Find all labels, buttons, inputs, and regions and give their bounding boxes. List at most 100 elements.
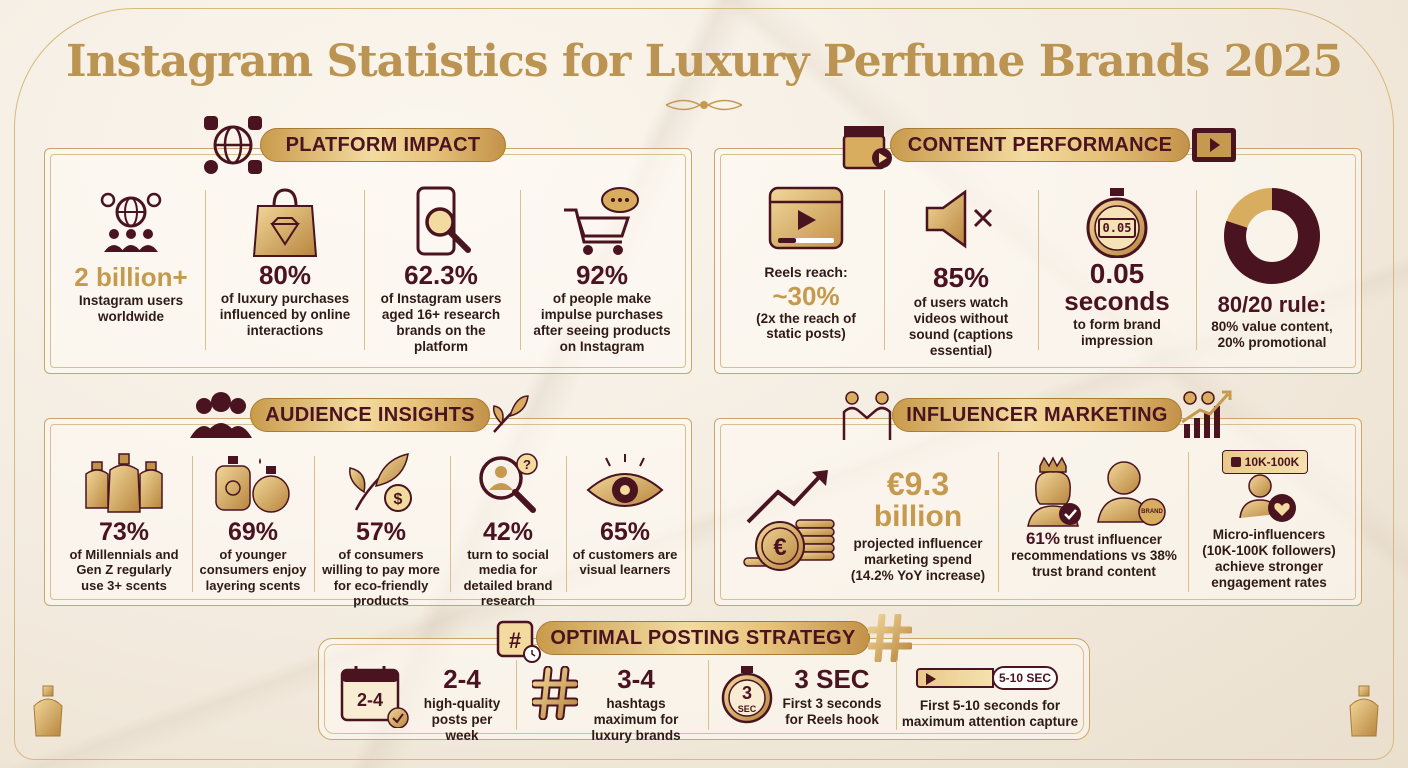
perfume-bottle-left-icon	[30, 684, 66, 740]
audience-item-layering: 69% of younger consumers enjoy layering …	[194, 452, 312, 593]
mute-icon	[921, 186, 1001, 252]
audience-insights-banner: AUDIENCE INSIGHTS	[250, 398, 490, 432]
hashtag-icon	[532, 666, 578, 720]
audience-insights-panel	[44, 418, 692, 606]
posting-item-attention: First 5-10 seconds for maximum attention…	[900, 698, 1080, 730]
ornamental-frame	[14, 8, 1394, 760]
page-title: Instagram Statistics for Luxury Perfume …	[66, 36, 1343, 87]
platform-impulse-value: 92%	[575, 260, 629, 290]
leaf-coin-icon: $	[346, 452, 416, 514]
content-rule-value: 80/20 rule:	[1217, 292, 1327, 317]
posting-strategy-banner: OPTIMAL POSTING STRATEGY	[536, 621, 870, 655]
posting-frequency-value: 2-4	[443, 664, 481, 694]
audience-scents-value: 73%	[98, 518, 150, 546]
platform-impact-panel	[44, 148, 692, 374]
micro-influencer-heart-icon	[1236, 474, 1306, 524]
calendar-icon-text: 2-4	[356, 690, 383, 710]
stopwatch-timer-text: 0.05	[1102, 221, 1132, 235]
content-impression-value: 0.05	[1089, 258, 1145, 289]
eye-icon	[586, 452, 664, 514]
audience-item-visual: 65% of customers are visual learners	[568, 452, 682, 578]
content-reels-label: Reels reach:	[764, 264, 848, 280]
platform-research-desc: of Instagram users aged 16+ research bra…	[380, 291, 502, 354]
perfume-bottles-icon	[82, 452, 166, 514]
micro-badge-text: 10K-100K	[1244, 455, 1300, 469]
large-hashtag-icon	[868, 614, 912, 662]
influencer-spend: €9.3 billion projected influencer market…	[844, 468, 992, 584]
audience-scents-desc: of Millennials and Gen Z regularly use 3…	[69, 547, 179, 593]
progress-icon: 5-10 SEC	[916, 666, 1060, 690]
influencer-spend-desc: projected influencer marketing spend (14…	[850, 536, 986, 583]
influencer-crown-icon	[1022, 456, 1084, 528]
posting-hashtags-value: 3-4	[617, 664, 655, 694]
cart-chat-icon	[562, 186, 642, 258]
platform-users-desc: Instagram users worldwide	[78, 293, 184, 324]
people-group-icon	[190, 392, 252, 438]
audience-item-eco: $ 57% of consumers willing to pay more f…	[316, 452, 446, 608]
influencer-spend-unit: billion	[873, 500, 963, 533]
platform-item-users: 2 billion+ Instagram users worldwide	[56, 186, 206, 325]
platform-luxury-desc: of luxury purchases influenced by online…	[219, 291, 351, 338]
audience-research-value: 42%	[482, 518, 534, 546]
influencer-marketing-banner: INFLUENCER MARKETING	[892, 398, 1182, 432]
micro-badge: 10K-100K	[1222, 450, 1308, 474]
content-item-rule: 80/20 rule: 80% value content, 20% promo…	[1198, 186, 1346, 351]
progress-badge: 5-10 SEC	[992, 666, 1058, 690]
brand-person-icon	[1094, 456, 1166, 528]
calendar-icon: 2-4	[340, 664, 410, 728]
platform-item-research: 62.3% of Instagram users aged 16+ resear…	[366, 186, 516, 355]
audience-research-desc: turn to social media for detailed brand …	[463, 547, 553, 608]
svg-text:$: $	[394, 491, 403, 508]
audience-item-scents: 73% of Millennials and Gen Z regularly u…	[60, 452, 188, 593]
audience-eco-desc: of consumers willing to pay more for eco…	[322, 547, 440, 608]
timer-icon-number: 3	[741, 683, 752, 703]
influencer-spend-value: €9.3	[886, 466, 950, 502]
posting-hashtags-desc: hashtags maximum for luxury brands	[591, 696, 681, 743]
svg-text:?: ?	[523, 457, 531, 472]
posting-frequency-desc: high-quality posts per week	[423, 696, 501, 743]
handshake-icon	[840, 390, 894, 440]
posting-item-hashtags: 3-4 hashtags maximum for luxury brands	[576, 666, 696, 744]
posting-attention-desc: First 5-10 seconds for maximum attention…	[901, 698, 1079, 729]
platform-luxury-value: 80%	[258, 260, 312, 290]
platform-research-value: 62.3%	[404, 260, 478, 290]
audience-layering-desc: of younger consumers enjoy layering scen…	[199, 547, 307, 593]
users-globe-icon	[96, 186, 166, 256]
content-item-impression: 0.05 0.05 seconds to form brand impressi…	[1040, 186, 1194, 349]
influencer-micro: Micro-influencers (10K-100K followers) a…	[1194, 527, 1344, 591]
content-item-reels: Reels reach: ~30% (2x the reach of stati…	[732, 186, 880, 342]
platform-users-value: 2 billion+	[74, 262, 188, 292]
user-icon	[1230, 457, 1241, 467]
platform-impact-banner: PLATFORM IMPACT	[260, 128, 506, 162]
posting-hook-value: 3 SEC	[794, 664, 870, 694]
audience-item-research: ? 42% turn to social media for detailed …	[452, 452, 564, 608]
influencer-micro-desc: Micro-influencers (10K-100K followers) a…	[1202, 527, 1336, 590]
svg-text:#: #	[509, 628, 521, 653]
platform-item-impulse: 92% of people make impulse purchases aft…	[522, 186, 682, 355]
posting-item-frequency: 2-4 high-quality posts per week	[412, 666, 512, 744]
social-globe-icon	[202, 114, 264, 176]
content-sound-desc: of users watch videos without sound (cap…	[908, 295, 1014, 358]
growth-chart-icon	[1178, 388, 1234, 440]
influencer-trust: 61% trust influencer recommendations vs …	[1004, 530, 1184, 580]
timer-icon-unit: SEC	[737, 704, 757, 714]
posting-item-hook: 3 SEC First 3 seconds for Reels hook	[776, 666, 888, 728]
platform-impulse-desc: of people make impulse purchases after s…	[533, 291, 671, 354]
content-rule-desc: 80% value content, 20% promotional	[1211, 319, 1333, 350]
content-sound-value: 85%	[932, 262, 990, 293]
brand-badge-text: BRAND	[1141, 509, 1163, 515]
content-impression-desc: to form brand impression	[1073, 317, 1161, 348]
leaf-sprig-icon	[488, 392, 532, 436]
flourish-ornament	[665, 99, 743, 111]
influencer-trust-value: 61%	[1025, 529, 1060, 548]
svg-text:€: €	[773, 534, 786, 561]
diamond-bag-icon	[252, 186, 318, 258]
posting-hook-desc: First 3 seconds for Reels hook	[782, 696, 882, 727]
content-reels-value: ~30%	[772, 280, 840, 311]
audience-visual-value: 65%	[599, 518, 651, 546]
reels-icon	[766, 186, 846, 254]
influencer-trust-desc: trust influencer recommendations vs 38% …	[1011, 532, 1177, 579]
play-screen-icon	[1190, 126, 1238, 164]
content-item-sound: 85% of users watch videos without sound …	[886, 186, 1036, 359]
audience-eco-value: 57%	[355, 518, 407, 546]
